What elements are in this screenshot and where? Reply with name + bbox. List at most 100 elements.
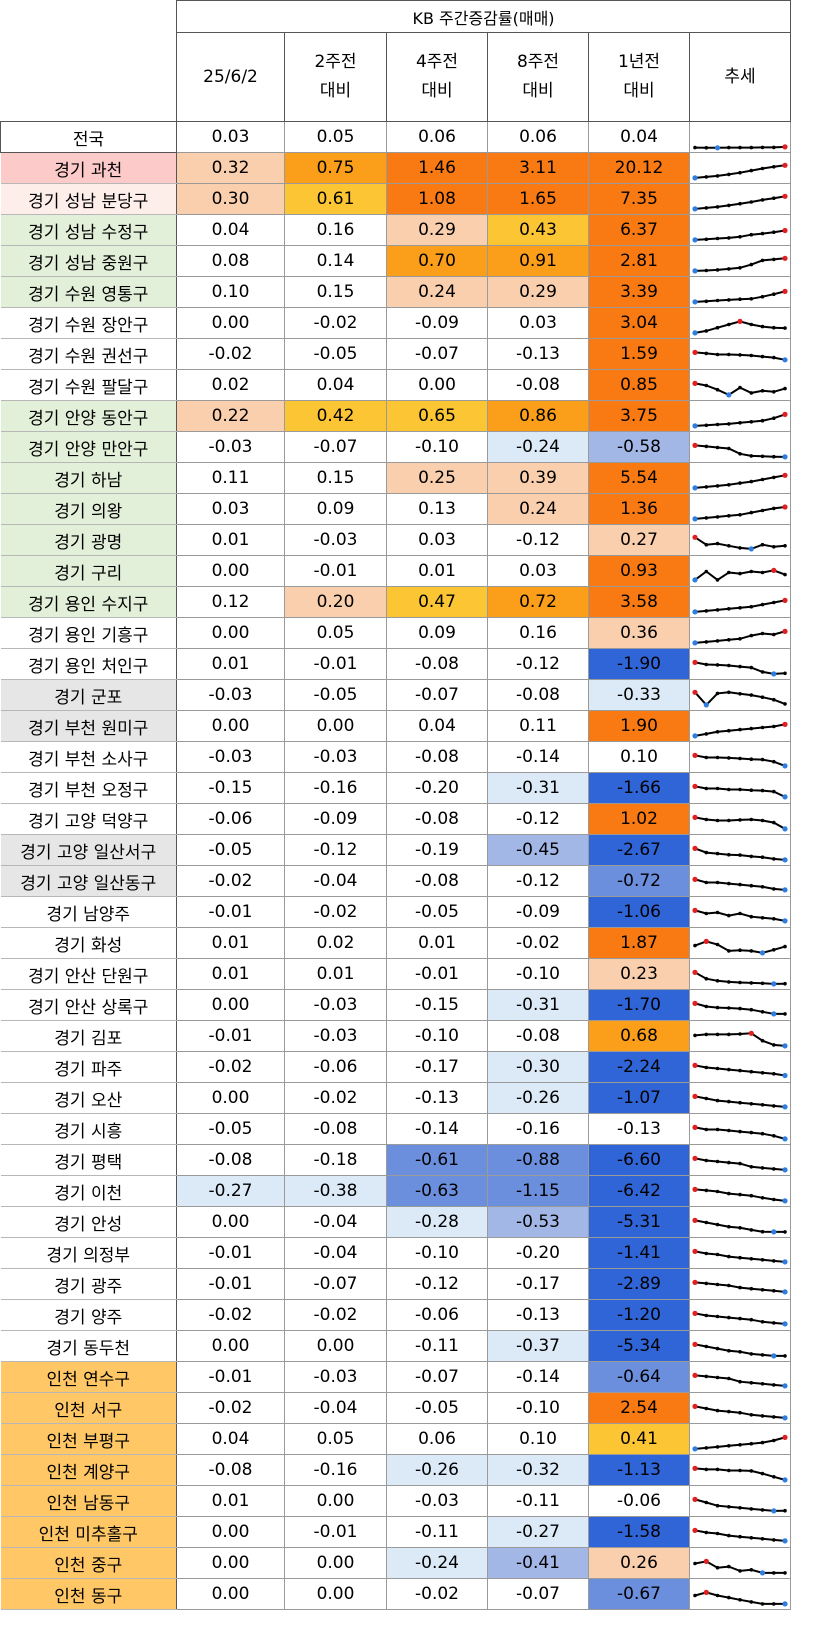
sparkline-min-point [771, 670, 777, 676]
region-name-cell: 경기 양주 [0, 1299, 177, 1331]
region-name-cell: 경기 시흥 [0, 1113, 177, 1145]
sparkline-point [738, 1568, 742, 1573]
sparkline-min-point [759, 949, 766, 955]
value-cell-date: -0.02 [176, 1299, 285, 1331]
value-cell-date: -0.08 [176, 1454, 285, 1486]
sparkline-point [749, 390, 754, 395]
value-cell-1y: -1.90 [588, 648, 690, 680]
value-cell-4w: -0.08 [386, 648, 488, 680]
table-row: 인천 동구 0.00 0.00 -0.02 -0.07 -0.67 [0, 1578, 791, 1610]
sparkline-min-point [692, 422, 698, 428]
trend-sparkline-cell [689, 1578, 791, 1610]
sparkline-point [738, 265, 742, 270]
sparkline-point [715, 1098, 720, 1102]
value-cell-date: -0.02 [176, 1051, 285, 1083]
value-cell-1y: -1.66 [588, 772, 690, 804]
sparkline-min-point [782, 1103, 788, 1109]
sparkline-point [783, 325, 787, 330]
sparkline-point [760, 725, 765, 729]
value-cell-1y: 1.87 [588, 927, 690, 959]
value-cell-1y: -0.13 [588, 1113, 690, 1145]
sparkline-point [727, 1468, 731, 1472]
sparkline-point [760, 1319, 765, 1324]
value-cell-4w: -0.19 [386, 834, 488, 866]
sparkline-max-point [782, 227, 788, 233]
sparkline-point [715, 978, 720, 983]
value-cell-date: 0.08 [176, 245, 285, 277]
table-row: 경기 용인 기흥구 0.00 0.05 0.09 0.16 0.36 [0, 617, 791, 649]
sparkline-point [749, 1412, 754, 1417]
column-header-2w: 2주전 대비 [284, 32, 387, 122]
sparkline-point [704, 515, 709, 520]
sparkline-max-point [692, 845, 698, 851]
trend-sparkline-cell [689, 958, 791, 990]
sparkline-point [760, 1471, 765, 1475]
trend-sparkline-cell [689, 1423, 791, 1455]
sparkline-point [760, 231, 765, 235]
sparkline-max-point [692, 1000, 698, 1006]
trend-sparkline [692, 318, 787, 335]
value-cell-8w: -0.08 [487, 679, 589, 711]
sparkline-point [715, 1005, 720, 1009]
sparkline-min-point [782, 1382, 788, 1388]
table-row: 경기 하남 0.11 0.15 0.25 0.39 5.54 [0, 462, 791, 494]
sparkline-min-point [771, 1010, 777, 1016]
sparkline-point [715, 445, 720, 449]
table-row: 인천 연수구 -0.01 -0.03 -0.07 -0.14 -0.64 [0, 1361, 791, 1393]
value-cell-date: 0.00 [176, 307, 285, 339]
sparkline-min-point [692, 205, 698, 211]
sparkline-point [727, 637, 731, 642]
trend-sparkline-cell [689, 989, 791, 1021]
trend-sparkline [692, 814, 788, 831]
sparkline-point [727, 1443, 731, 1448]
sparkline-point [772, 145, 776, 149]
sparkline-point [715, 387, 720, 391]
value-cell-2w: -0.02 [284, 307, 387, 339]
value-cell-8w: -0.30 [487, 1051, 589, 1083]
sparkline-point [749, 1468, 754, 1473]
sparkline-max-point [782, 162, 788, 168]
value-cell-4w: -0.07 [386, 679, 488, 711]
value-cell-8w: 0.11 [487, 710, 589, 742]
trend-sparkline [692, 567, 787, 582]
trend-sparkline [693, 938, 787, 955]
region-name-cell: 경기 오산 [0, 1082, 177, 1114]
value-cell-2w: 0.00 [284, 1485, 387, 1517]
sparkline-min-point [771, 1228, 777, 1234]
sparkline-point [704, 850, 709, 854]
sparkline-point [715, 607, 720, 612]
sparkline-min-point [771, 1352, 777, 1358]
sparkline-point [760, 854, 765, 859]
table-row: 경기 고양 덕양구 -0.06 -0.09 -0.08 -0.12 1.02 [0, 803, 791, 835]
table-row: 경기 안성 0.00 -0.04 -0.28 -0.53 -5.31 [0, 1206, 791, 1238]
sparkline-min-point [692, 298, 698, 304]
sparkline-point [704, 1251, 709, 1255]
trend-sparkline-cell [689, 307, 791, 339]
region-name-cell: 경기 안산 단원구 [0, 958, 177, 990]
trend-sparkline [692, 628, 788, 645]
value-cell-date: 0.00 [176, 1330, 285, 1362]
value-cell-4w: 0.04 [386, 710, 488, 742]
sparkline-point [760, 1381, 765, 1386]
sparkline-point [760, 694, 765, 699]
value-cell-4w: -0.14 [386, 1113, 488, 1145]
sparkline-point [760, 602, 765, 606]
sparkline-point [704, 542, 709, 546]
value-cell-4w: -0.08 [386, 865, 488, 897]
value-cell-date: -0.03 [176, 431, 285, 463]
sparkline-point [738, 947, 742, 952]
sparkline-point [738, 1129, 742, 1133]
sparkline-point [715, 755, 720, 759]
sparkline-point [749, 1317, 754, 1321]
sparkline-point [727, 755, 731, 760]
value-cell-2w: -0.16 [284, 1454, 387, 1486]
table-row: 경기 평택 -0.08 -0.18 -0.61 -0.88 -6.60 [0, 1144, 791, 1176]
table-row: 경기 고양 일산동구 -0.02 -0.04 -0.08 -0.12 -0.72 [0, 865, 791, 897]
sparkline-point [738, 451, 742, 456]
region-name-cell: 경기 고양 덕양구 [0, 803, 177, 835]
trend-sparkline-cell [689, 1268, 791, 1300]
sparkline-point [760, 354, 765, 358]
sparkline-min-point [782, 1320, 788, 1326]
sparkline-point [704, 299, 709, 303]
trend-sparkline-cell [689, 183, 791, 215]
